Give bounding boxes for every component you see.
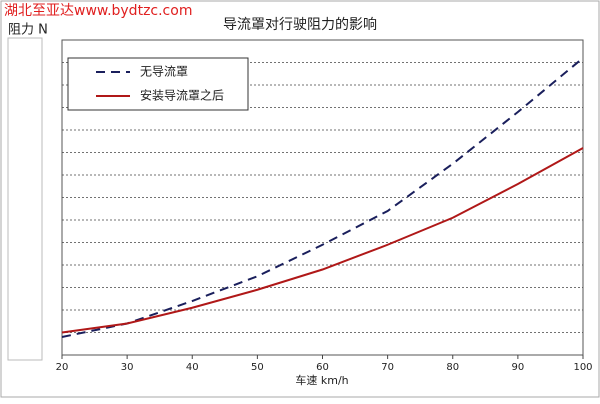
x-tick-label: 60 — [316, 362, 329, 373]
legend-label: 无导流罩 — [140, 65, 188, 79]
x-tick-label: 30 — [121, 362, 134, 373]
line — [61, 147, 584, 334]
legend-box — [67, 57, 249, 111]
chart-title: 导流罩对行驶阻力的影响 — [223, 17, 377, 33]
line — [61, 57, 584, 338]
x-tick-label: 50 — [251, 362, 264, 373]
watermark: 湖北至亚达www.bydtzc.com — [4, 3, 192, 19]
x-tick-label: 90 — [512, 362, 525, 373]
x-axis-label: 车速 km/h — [295, 373, 348, 387]
x-tick-label: 20 — [56, 362, 69, 373]
y-axis-label: 阻力 N — [8, 23, 48, 38]
x-tick-label: 40 — [186, 362, 199, 373]
x-tick-label: 100 — [573, 362, 592, 373]
x-tick-label: 80 — [446, 362, 459, 373]
y-label-panel — [7, 37, 43, 361]
x-tick-label: 70 — [381, 362, 394, 373]
legend-label: 安装导流罩之后 — [140, 88, 224, 103]
